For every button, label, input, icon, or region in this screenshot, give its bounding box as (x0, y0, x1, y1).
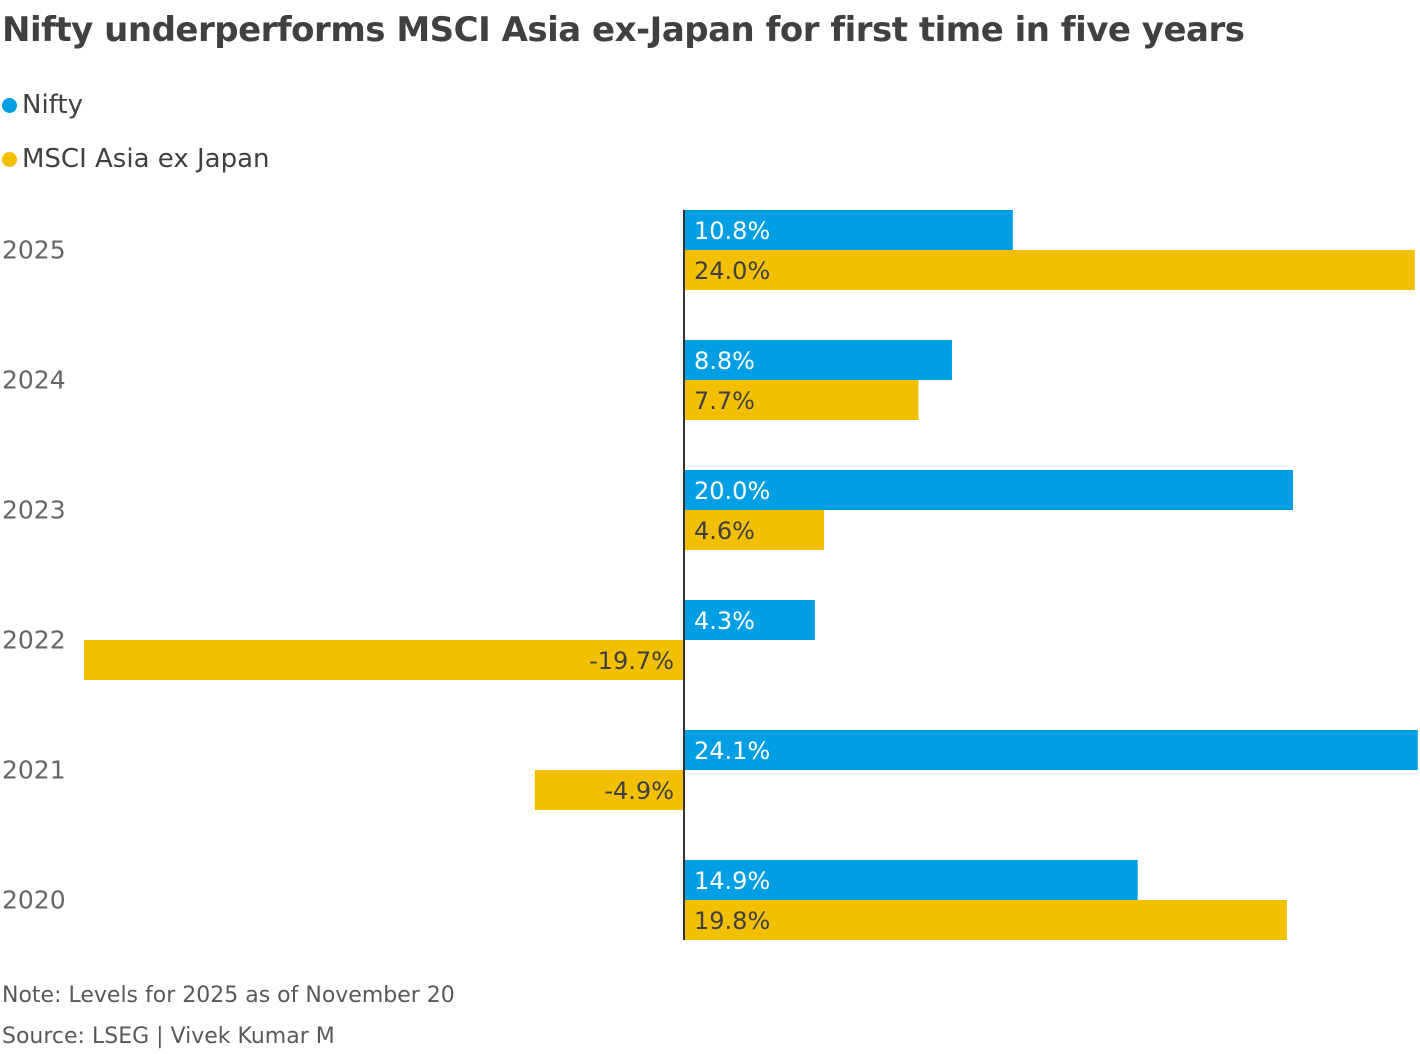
legend-label-msci: MSCI Asia ex Japan (22, 144, 270, 174)
bar-msci-2020 (684, 900, 1287, 940)
chart-title: Nifty underperforms MSCI Asia ex-Japan f… (2, 10, 1245, 50)
data-label-nifty-2022: 4.3% (694, 607, 755, 635)
data-label-nifty-2020: 14.9% (694, 867, 770, 895)
bar-msci-2023 (684, 510, 825, 550)
bar-msci-2025 (684, 250, 1415, 290)
bar-nifty-2024 (684, 340, 952, 380)
legend-swatch-nifty (2, 97, 17, 113)
category-label-2020: 2020 (2, 886, 66, 915)
category-label-2025: 2025 (2, 236, 66, 265)
data-label-msci-2024: 7.7% (694, 387, 755, 415)
bar-nifty-2020 (684, 860, 1138, 900)
chart-source: Source: LSEG | Vivek Kumar M (2, 1024, 335, 1049)
data-label-nifty-2023: 20.0% (694, 477, 770, 505)
category-label-2024: 2024 (2, 366, 66, 395)
bar-nifty-2022 (684, 600, 815, 640)
bar-nifty-2021 (684, 730, 1418, 770)
data-label-nifty-2025: 10.8% (694, 217, 770, 245)
bar-msci-2022 (84, 640, 684, 680)
legend-item-msci: MSCI Asia ex Japan (2, 144, 269, 174)
data-label-msci-2025: 24.0% (694, 257, 770, 285)
data-label-msci-2020: 19.8% (694, 907, 770, 935)
legend-swatch-msci (2, 151, 17, 167)
legend-item-nifty: Nifty (2, 90, 83, 120)
data-label-msci-2021: -4.9% (604, 777, 674, 805)
category-label-2022: 2022 (2, 626, 66, 655)
bar-nifty-2023 (684, 470, 1293, 510)
bar-msci-2024 (684, 380, 919, 420)
data-label-msci-2022: -19.7% (589, 647, 674, 675)
category-label-2021: 2021 (2, 756, 66, 785)
data-label-msci-2023: 4.6% (694, 517, 755, 545)
category-label-2023: 2023 (2, 496, 66, 525)
data-label-nifty-2021: 24.1% (694, 737, 770, 765)
chart-note: Note: Levels for 2025 as of November 20 (2, 983, 455, 1008)
data-label-nifty-2024: 8.8% (694, 347, 755, 375)
bar-nifty-2025 (684, 210, 1013, 250)
bar-msci-2021 (534, 770, 684, 810)
legend-label-nifty: Nifty (22, 90, 83, 120)
